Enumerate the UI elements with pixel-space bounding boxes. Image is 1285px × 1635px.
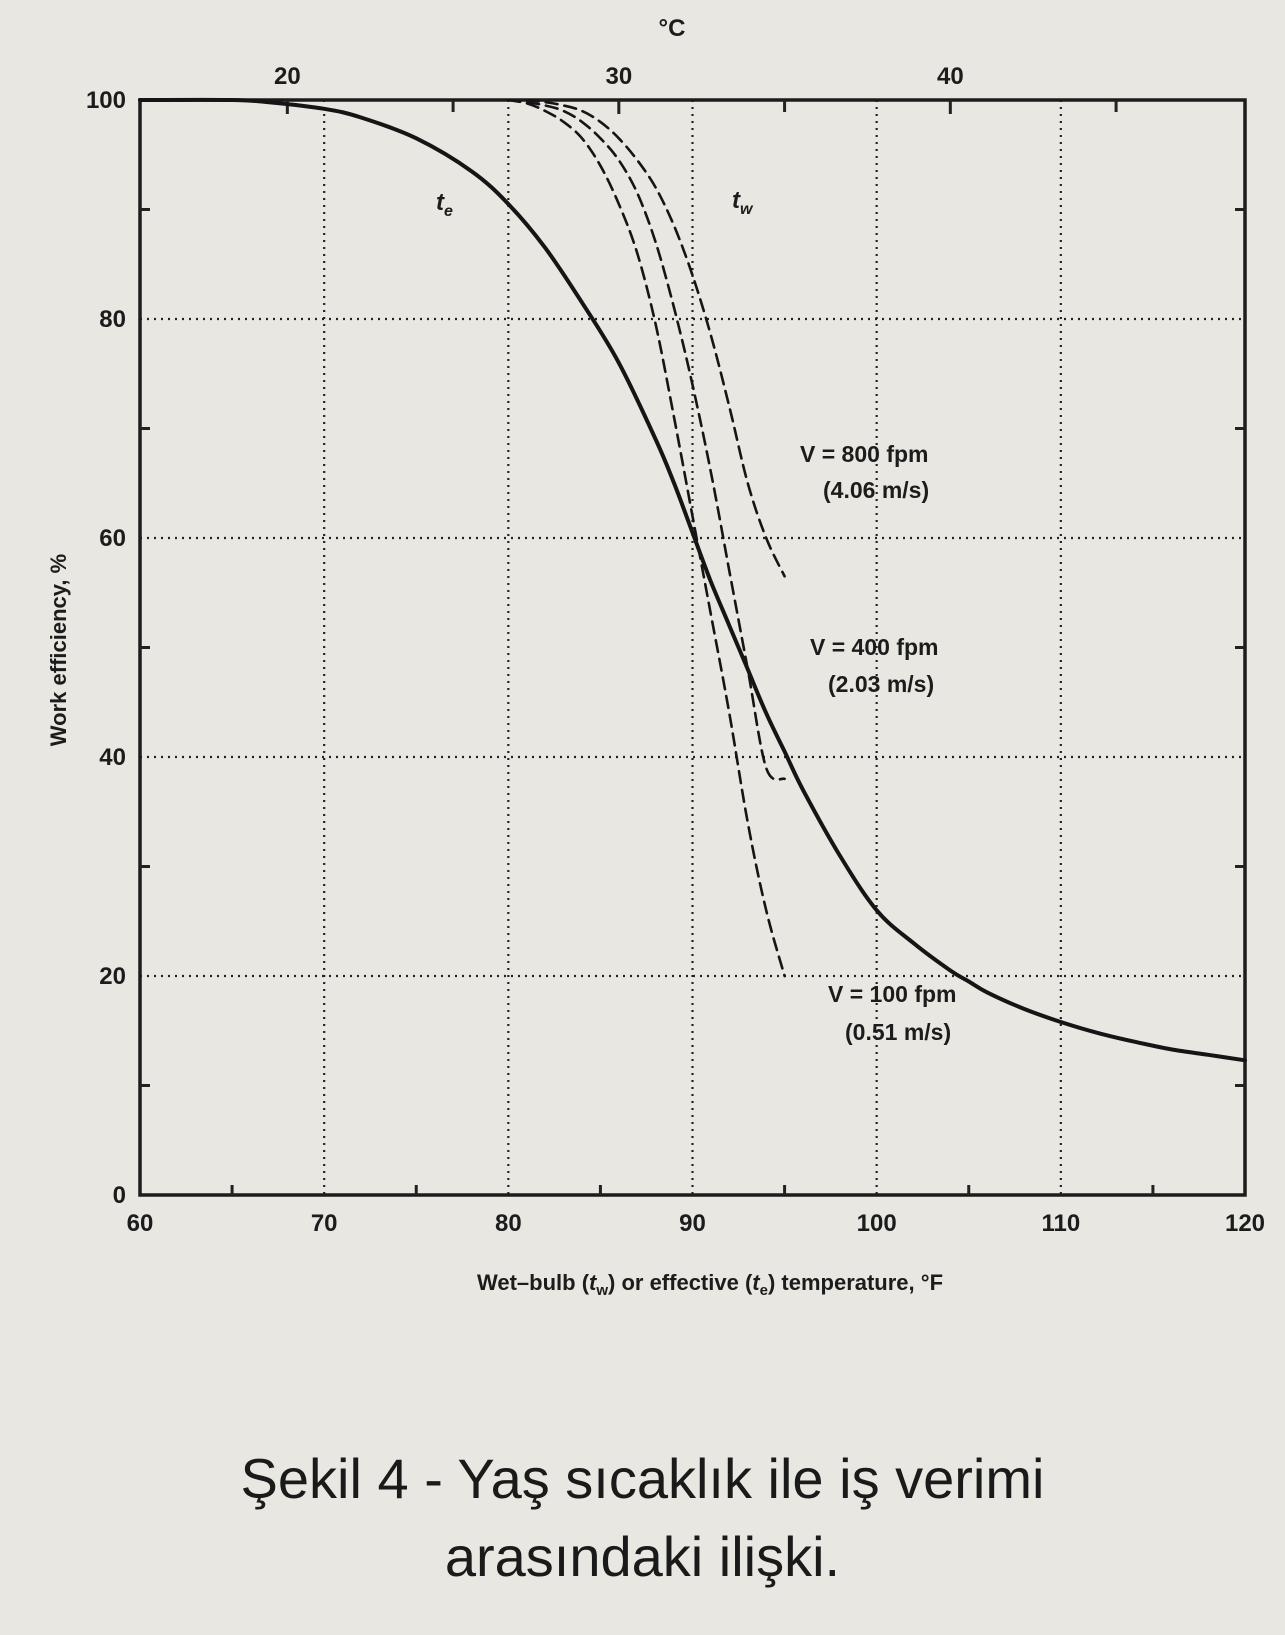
labels-layer: °C Work efficiency, % Wet–bulb (tw) or e… [46,15,1265,1299]
x-tick-label-110: 110 [1041,1210,1080,1237]
x-axis-title-sub-w: w [595,1282,608,1299]
annotation-100-fpm-ms: (0.51 m/s) [845,1019,951,1045]
x-axis-title-part-a: Wet–bulb ( [477,1270,590,1295]
top-tick-label-40: 40 [937,63,964,90]
series-400-fpm [507,98,786,781]
caption-line-2: arasındaki ilişki. [444,1525,841,1588]
y-tick-label-60: 60 [99,525,126,552]
annotation-400-fpm-ms: (2.03 m/s) [828,671,934,697]
y-tick-label-0: 0 [113,1182,126,1209]
x-tick-label-60: 60 [127,1210,154,1237]
series-100-fpm [507,98,786,978]
series-label-tw: tw [732,187,754,218]
series-te-solid [138,97,1247,1063]
top-axis-label: °C [659,15,686,42]
x-tick-label-90: 90 [679,1210,706,1237]
series-800-fpm [525,98,786,578]
x-axis-title-part-c: ) or effective ( [608,1270,753,1295]
x-axis-title-t-w: t [589,1270,598,1295]
x-axis-title-sub-e: e [760,1282,768,1299]
annotation-100-fpm: V = 100 fpm [828,981,956,1007]
x-axis-title: Wet–bulb (tw) or effective (te) temperat… [477,1270,943,1299]
y-tick-label-80: 80 [99,306,126,333]
x-axis-title-t-e: t [752,1270,761,1295]
y-tick-label-40: 40 [99,744,126,771]
figure-caption: Şekil 4 - Yaş sıcaklık ile iş verimi ara… [0,1440,1285,1596]
y-tick-label-100: 100 [86,87,126,114]
top-tick-label-30: 30 [605,63,632,90]
x-tick-label-70: 70 [311,1210,338,1237]
series-layer [138,97,1247,1063]
x-axis-title-part-e: ) temperature, °F [768,1270,943,1295]
caption-line-1: Şekil 4 - Yaş sıcaklık ile iş verimi [240,1447,1045,1510]
annotation-800-fpm: V = 800 fpm [800,441,928,467]
series-label-te: te [436,189,453,220]
grid-lines [140,100,1245,1195]
x-tick-label-80: 80 [495,1210,522,1237]
tick-marks [140,100,1245,1195]
y-axis-title: Work efficiency, % [46,554,71,746]
y-tick-label-20: 20 [99,963,126,990]
x-tick-label-100: 100 [857,1210,897,1237]
top-tick-label-20: 20 [274,63,301,90]
x-tick-label-120: 120 [1225,1210,1265,1237]
annotation-400-fpm: V = 400 fpm [810,634,938,660]
annotation-800-fpm-ms: (4.06 m/s) [823,477,929,503]
